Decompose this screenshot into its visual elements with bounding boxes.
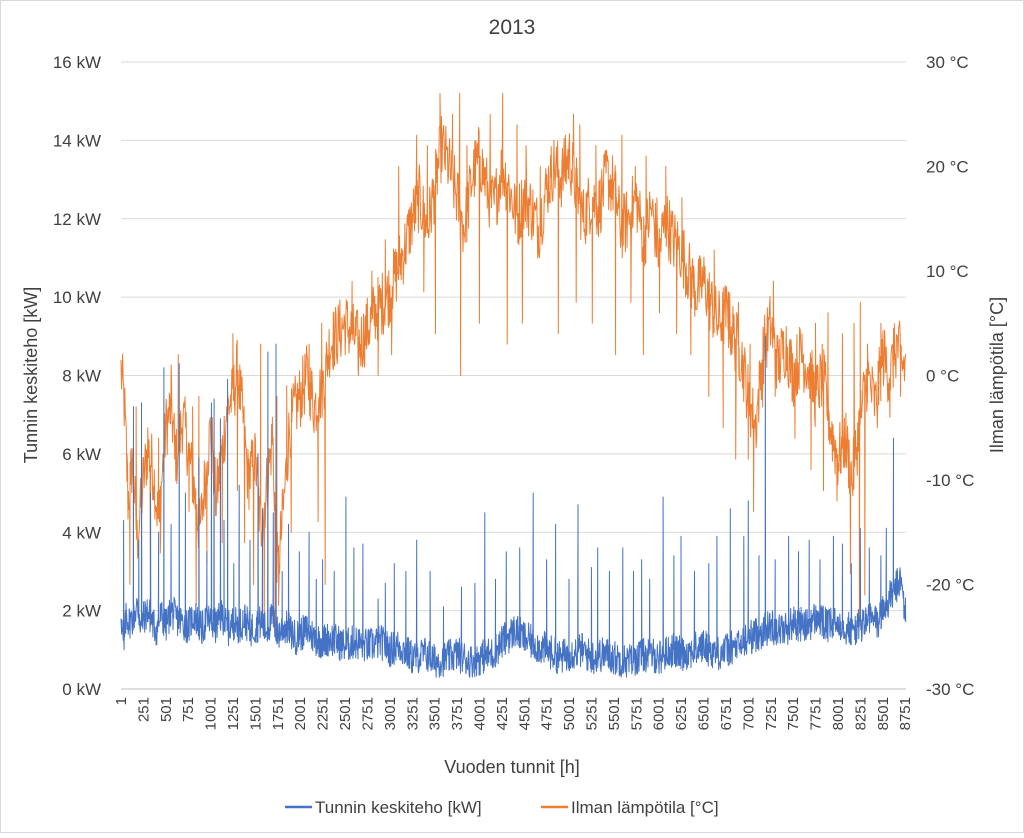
x-tick-label: 5251: [584, 697, 601, 730]
left-tick-label: 4 kW: [62, 523, 101, 542]
x-tick-label: 251: [135, 697, 152, 722]
right-tick-label: -30 °C: [926, 680, 974, 699]
x-tick-label: 3001: [382, 697, 399, 730]
right-axis-ticks: -30 °C -20 °C -10 °C 0 °C 10 °C 20 °C 30 °C: [926, 53, 974, 699]
x-tick-label: 7001: [740, 697, 757, 730]
temperature-series-layer: [120, 92, 907, 638]
x-tick-label: 1751: [270, 697, 287, 730]
x-tick-label: 2001: [292, 697, 309, 730]
x-tick-label: 3251: [404, 697, 421, 730]
power-series-layer: [120, 335, 907, 678]
x-tick-label: 501: [158, 697, 175, 722]
x-tick-label: 5001: [561, 697, 578, 730]
x-tick-label: 1001: [203, 697, 220, 730]
left-tick-label: 6 kW: [62, 445, 101, 464]
right-tick-label: -20 °C: [926, 576, 974, 595]
x-tick-label: 1251: [225, 697, 242, 730]
x-tick-label: 751: [180, 697, 197, 722]
x-tick-label: 8751: [897, 697, 914, 730]
x-tick-label: 7751: [808, 697, 825, 730]
x-tick-label: 6251: [673, 697, 690, 730]
x-axis-title: Vuoden tunnit [h]: [444, 757, 579, 777]
x-tick-label: 4501: [516, 697, 533, 730]
legend-label-power: Tunnin keskiteho [kW]: [315, 798, 482, 817]
left-tick-label: 12 kW: [53, 210, 101, 229]
x-tick-label: 2251: [315, 697, 332, 730]
left-tick-label: 0 kW: [62, 680, 101, 699]
x-tick-label: 5501: [606, 697, 623, 730]
power-series-line: [120, 335, 907, 678]
x-tick-label: 2751: [359, 697, 376, 730]
x-tick-label: 8001: [830, 697, 847, 730]
x-tick-label: 8501: [875, 697, 892, 730]
x-tick-label: 4251: [494, 697, 511, 730]
right-axis-title: Ilman lämpötila [°C]: [987, 297, 1007, 453]
left-tick-label: 8 kW: [62, 367, 101, 386]
left-tick-label: 2 kW: [62, 602, 101, 621]
x-tick-label: 1: [113, 697, 130, 705]
x-tick-label: 5751: [628, 697, 645, 730]
x-tick-label: 1501: [247, 697, 264, 730]
legend-label-temperature: Ilman lämpötila [°C]: [571, 798, 719, 817]
left-axis-ticks: 0 kW 2 kW 4 kW 6 kW 8 kW 10 kW 12 kW 14 kW 16 kW: [53, 53, 101, 699]
left-axis-title: Tunnin keskiteho [kW]: [21, 287, 41, 463]
x-tick-label: 6501: [696, 697, 713, 730]
left-tick-label: 10 kW: [53, 288, 101, 307]
chart-title: 2013: [489, 16, 536, 39]
right-tick-label: 30 °C: [926, 53, 969, 72]
left-tick-label: 14 kW: [53, 131, 101, 150]
temperature-series-line: [120, 92, 907, 638]
right-tick-label: 10 °C: [926, 262, 969, 281]
x-tick-label: 6751: [718, 697, 735, 730]
left-tick-label: 16 kW: [53, 53, 101, 72]
x-tick-label: 2501: [337, 697, 354, 730]
x-tick-label: 6001: [651, 697, 668, 730]
x-tick-label: 3751: [449, 697, 466, 730]
right-tick-label: 20 °C: [926, 158, 969, 177]
x-axis-ticks: 1 251 501 751 1001 1251 1501 1751 2001 2251 2501 27…: [113, 697, 914, 730]
x-tick-label: 7501: [785, 697, 802, 730]
x-tick-label: 4001: [471, 697, 488, 730]
right-tick-label: -10 °C: [926, 471, 974, 490]
x-tick-label: 4751: [539, 697, 556, 730]
x-tick-label: 8251: [852, 697, 869, 730]
x-tick-label: 3501: [427, 697, 444, 730]
legend: Tunnin keskiteho [kW] Ilman lämpötila [°…: [285, 798, 719, 817]
x-tick-label: 7251: [763, 697, 780, 730]
right-tick-label: 0 °C: [926, 367, 959, 386]
